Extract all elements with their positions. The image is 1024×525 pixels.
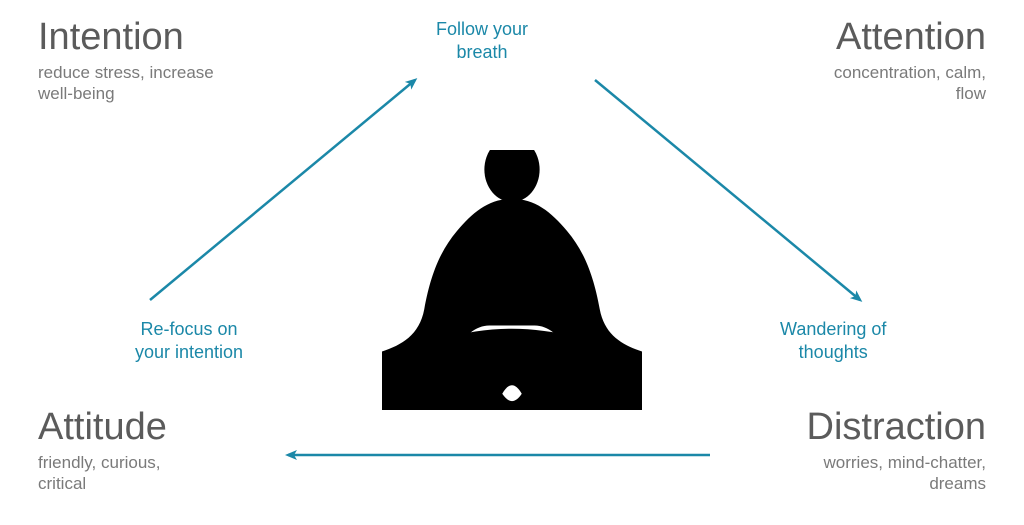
attention-title: Attention <box>834 18 986 58</box>
edge-label-refocus: Re-focus on your intention <box>135 318 243 363</box>
arrow-refocus <box>150 80 415 300</box>
attention-subtitle: concentration, calm, flow <box>834 62 986 105</box>
intention-subtitle: reduce stress, increase well-being <box>38 62 214 105</box>
edge-label-wandering: Wandering of thoughts <box>780 318 886 363</box>
distraction-subtitle: worries, mind-chatter, dreams <box>807 452 987 495</box>
distraction-title: Distraction <box>807 408 987 448</box>
node-intention: Intention reduce stress, increase well-b… <box>38 18 214 104</box>
mindfulness-cycle-diagram: { "canvas": { "width": 1024, "height": 5… <box>0 0 1024 525</box>
meditation-figure-icon <box>382 150 642 410</box>
node-distraction: Distraction worries, mind-chatter, dream… <box>807 408 987 494</box>
edge-label-breath: Follow your breath <box>436 18 528 63</box>
attitude-subtitle: friendly, curious, critical <box>38 452 167 495</box>
intention-title: Intention <box>38 18 214 58</box>
attitude-title: Attitude <box>38 408 167 448</box>
node-attitude: Attitude friendly, curious, critical <box>38 408 167 494</box>
node-attention: Attention concentration, calm, flow <box>834 18 986 104</box>
